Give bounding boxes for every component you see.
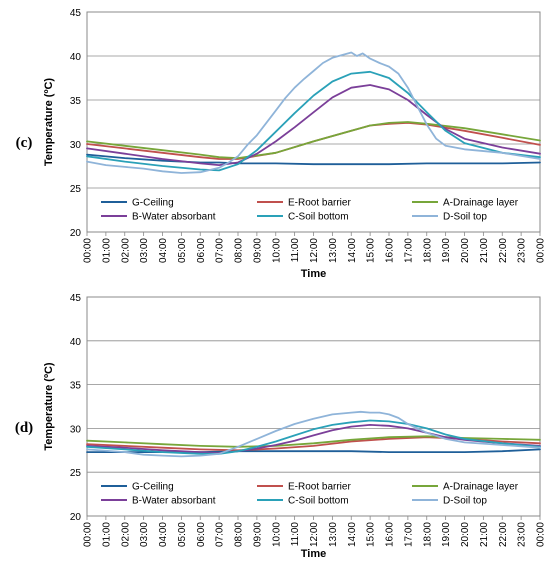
x-tick-label: 00:00	[536, 238, 547, 263]
x-tick-label: 21:00	[479, 238, 490, 263]
legend-entry: D-Soil top	[443, 212, 487, 223]
x-tick-label: 23:00	[517, 522, 528, 547]
x-tick-label: 11:00	[290, 238, 301, 263]
y-tick-label: 25	[70, 184, 82, 195]
legend-entry: B-Water absorbant	[132, 212, 216, 223]
x-tick-label: 02:00	[120, 238, 131, 263]
x-tick-label: 06:00	[196, 238, 207, 263]
series-line-c-soil-bottom	[86, 70, 541, 172]
x-tick-label: 14:00	[347, 522, 358, 547]
y-tick-label: 25	[70, 468, 82, 479]
x-tick-label: 01:00	[101, 238, 112, 263]
x-tick-label: 11:00	[290, 522, 301, 547]
y-tick-label: 40	[70, 337, 82, 348]
x-tick-label: 21:00	[479, 522, 490, 547]
legend-entry: C-Soil bottom	[288, 496, 349, 507]
x-tick-label: 15:00	[366, 522, 377, 547]
x-tick-label: 19:00	[441, 238, 452, 263]
y-tick-label: 45	[70, 8, 82, 19]
x-tick-label: 17:00	[403, 238, 414, 263]
x-tick-label: 16:00	[385, 238, 396, 263]
legend-entry: A-Drainage layer	[443, 198, 519, 209]
x-tick-label: 04:00	[158, 522, 169, 547]
x-tick-label: 07:00	[215, 522, 226, 547]
series-line-c-soil-bottom	[86, 419, 541, 455]
series-line-a-drainage-layer	[86, 121, 541, 160]
x-tick-label: 08:00	[234, 522, 245, 547]
x-tick-label: 20:00	[460, 238, 471, 263]
x-tick-label: 03:00	[139, 522, 150, 547]
x-tick-label: 06:00	[196, 522, 207, 547]
x-tick-label: 19:00	[441, 522, 452, 547]
y-tick-label: 20	[70, 228, 82, 239]
legend-entry: B-Water absorbant	[132, 496, 216, 507]
x-tick-label: 00:00	[83, 238, 94, 263]
legend-entry: E-Root barrier	[288, 198, 351, 209]
x-tick-label: 12:00	[309, 522, 320, 547]
x-tick-label: 09:00	[252, 522, 263, 547]
x-tick-label: 08:00	[234, 238, 245, 263]
x-axis-title: Time	[301, 548, 326, 560]
legend-entry: E-Root barrier	[288, 482, 351, 493]
x-tick-label: 22:00	[498, 238, 509, 263]
legend-entry: G-Ceiling	[132, 198, 174, 209]
x-tick-label: 02:00	[120, 522, 131, 547]
series-line-d-soil-top	[86, 51, 541, 174]
x-tick-label: 18:00	[422, 522, 433, 547]
y-tick-label: 35	[70, 96, 82, 107]
x-tick-label: 12:00	[309, 238, 320, 263]
x-tick-label: 00:00	[83, 522, 94, 547]
x-axis-title: Time	[301, 268, 326, 280]
x-tick-label: 07:00	[215, 238, 226, 263]
y-axis-title: Temperature (ºC)	[43, 78, 55, 166]
series-line-g-ceiling	[86, 153, 541, 166]
x-tick-label: 10:00	[271, 522, 282, 547]
legend-entry: D-Soil top	[443, 496, 487, 507]
x-tick-label: 18:00	[422, 238, 433, 263]
x-tick-label: 13:00	[328, 238, 339, 263]
y-tick-label: 40	[70, 52, 82, 63]
y-tick-label: 30	[70, 424, 82, 435]
plot-area	[86, 11, 541, 233]
y-tick-label: 35	[70, 381, 82, 392]
x-tick-label: 09:00	[252, 238, 263, 263]
x-tick-label: 16:00	[385, 522, 396, 547]
x-tick-label: 04:00	[158, 238, 169, 263]
series-line-b-water-absorbant	[86, 423, 541, 454]
x-tick-label: 03:00	[139, 238, 150, 263]
legend-entry: A-Drainage layer	[443, 482, 519, 493]
legend-entry: C-Soil bottom	[288, 212, 349, 223]
x-tick-label: 01:00	[101, 522, 112, 547]
x-tick-label: 05:00	[177, 522, 188, 547]
series-line-d-soil-top	[86, 410, 541, 458]
x-tick-label: 13:00	[328, 522, 339, 547]
x-tick-label: 17:00	[403, 522, 414, 547]
x-tick-label: 20:00	[460, 522, 471, 547]
x-tick-label: 05:00	[177, 238, 188, 263]
y-tick-label: 20	[70, 512, 82, 523]
x-tick-label: 22:00	[498, 522, 509, 547]
x-tick-label: 23:00	[517, 238, 528, 263]
chart-panel-d: 20 25 30 35 40 45 00:00 01:00 02:00 03:00 04:00 05:…	[15, 293, 547, 560]
x-tick-label: 00:00	[536, 522, 547, 547]
legend-entry: G-Ceiling	[132, 482, 174, 493]
x-tick-label: 15:00	[366, 238, 377, 263]
y-tick-label: 30	[70, 140, 82, 151]
y-tick-label: 45	[70, 293, 82, 304]
panel-label: (d)	[15, 420, 33, 436]
x-tick-label: 10:00	[271, 238, 282, 263]
chart-panel-c: 20 25 30 35 40 45 00:00 01:00 02:00 03:00 04:00 05:…	[16, 8, 547, 280]
x-tick-label: 14:00	[347, 238, 358, 263]
panel-label: (c)	[16, 135, 33, 151]
y-axis-title: Temperature (ºC)	[43, 362, 55, 450]
